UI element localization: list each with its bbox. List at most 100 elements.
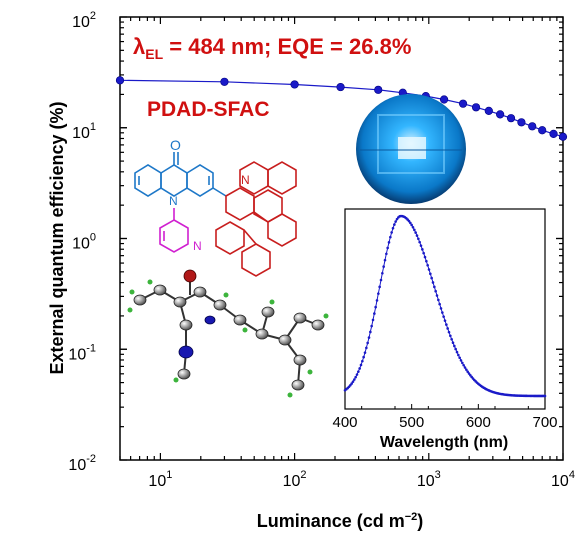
inset-data-point	[459, 359, 463, 362]
inset-data-point	[391, 226, 395, 230]
inset-data-point	[462, 363, 465, 367]
inset-frame	[344, 208, 546, 410]
eqe-data-point	[549, 129, 558, 138]
inset-el-spectrum: 400 500 600 700 Wavelength (nm)	[332, 208, 558, 451]
inset-data-point	[461, 361, 464, 365]
inset-data-point	[450, 338, 453, 341]
inset-data-point	[353, 378, 356, 381]
inset-data-point	[439, 307, 443, 310]
inset-data-point	[361, 359, 364, 363]
eqe-data-point	[458, 99, 468, 108]
eqe-data-point	[115, 76, 125, 85]
y-tick-label: 10-2	[68, 453, 96, 474]
inset-data-point	[435, 294, 439, 297]
y-tick-label: 100	[72, 232, 96, 253]
inset-data-point	[417, 237, 420, 241]
crystal-structure	[127, 269, 329, 398]
inset-data-point	[366, 341, 369, 345]
eqe-data-point	[471, 103, 481, 112]
donor-nitrogen-label: N	[241, 173, 250, 187]
inset-data-point	[383, 258, 387, 262]
inset-data-point	[389, 235, 392, 239]
inset-data-point	[421, 248, 424, 251]
eqe-data-point	[517, 118, 526, 127]
inset-data-point	[445, 323, 448, 326]
eqe-data-point	[439, 95, 449, 104]
inset-data-point	[463, 366, 467, 369]
inset-data-point	[434, 289, 437, 293]
inset-data-point	[422, 251, 425, 255]
inset-data-point	[374, 305, 377, 309]
inset-data-point	[381, 271, 384, 275]
inset-x-ticks	[344, 404, 546, 409]
inset-data-point	[365, 346, 368, 350]
inset-data-point	[371, 318, 375, 322]
inset-data-point	[362, 355, 365, 359]
inset-x-axis-label: Wavelength (nm)	[380, 434, 508, 451]
eqe-data-point	[558, 132, 568, 141]
inset-data-point	[433, 285, 436, 289]
y-axis-label: External quantum efficiency (%)	[47, 101, 67, 374]
inset-data-point	[451, 341, 455, 344]
inset-data-point	[358, 367, 361, 370]
inset-data-point	[467, 372, 471, 375]
x-axis-label: Luminance (cd m−2)	[257, 511, 424, 531]
inset-data-point	[393, 223, 396, 226]
inset-data-point	[426, 263, 429, 267]
chemical-structure: O N N N	[134, 137, 297, 277]
inset-data-point	[446, 327, 449, 330]
inset-data-point	[375, 299, 379, 302]
eqe-data-point	[538, 126, 547, 135]
eqe-data-point	[506, 114, 516, 123]
inset-data-point	[465, 368, 468, 371]
inset-data-point	[363, 351, 367, 354]
inset-data-point	[449, 334, 452, 338]
inset-data-point	[410, 223, 413, 227]
pyridine-nitrogen-label: N	[193, 239, 202, 253]
inset-data-point	[427, 268, 431, 271]
eqe-data-point	[496, 110, 505, 119]
inset-data-point	[418, 240, 421, 244]
compound-name: PDAD-SFAC	[147, 98, 270, 121]
inset-data-point	[430, 276, 433, 280]
inset-x-tick-label: 600	[466, 414, 491, 431]
inset-data-point	[425, 259, 428, 263]
inset-data-point	[453, 344, 456, 348]
inset-spectrum-points	[343, 214, 547, 398]
inset-data-point	[359, 363, 363, 367]
eqe-data-point	[336, 82, 345, 92]
inset-data-point	[351, 380, 355, 383]
inset-data-point	[466, 370, 469, 373]
inset-x-tick-labels: 400 500 600 700	[332, 414, 557, 431]
device-emission-photo	[356, 94, 466, 204]
inset-data-point	[385, 252, 388, 256]
inset-data-point	[458, 356, 461, 360]
inset-data-point	[438, 302, 441, 306]
inset-data-point	[350, 382, 353, 385]
eqe-series-points	[115, 76, 568, 141]
eqe-data-point	[484, 106, 493, 115]
y-tick-label: 102	[72, 10, 96, 31]
inset-data-point	[373, 312, 376, 315]
inset-data-point	[455, 350, 459, 354]
inset-data-point	[447, 330, 451, 334]
x-tick-label: 104	[551, 469, 575, 490]
eqe-data-point	[528, 122, 537, 131]
inset-data-point	[382, 265, 385, 268]
inset-data-point	[369, 330, 372, 334]
y-tick-labels: 10-2 10-1 100 101 102	[68, 10, 96, 474]
inset-data-point	[415, 234, 419, 237]
inset-data-point	[355, 373, 359, 376]
inset-data-point	[354, 375, 357, 379]
x-tick-label: 102	[283, 469, 307, 490]
inset-data-point	[413, 228, 416, 232]
eqe-data-point	[220, 77, 229, 86]
x-tick-label: 103	[417, 469, 441, 490]
inset-data-point	[409, 221, 412, 225]
oxygen-atom-label: O	[170, 137, 181, 153]
headline-annotation: λEL = 484 nm; EQE = 26.8%	[133, 34, 411, 62]
x-axis-ticks	[119, 17, 564, 460]
inset-data-point	[442, 315, 445, 318]
inset-data-point	[390, 231, 393, 234]
